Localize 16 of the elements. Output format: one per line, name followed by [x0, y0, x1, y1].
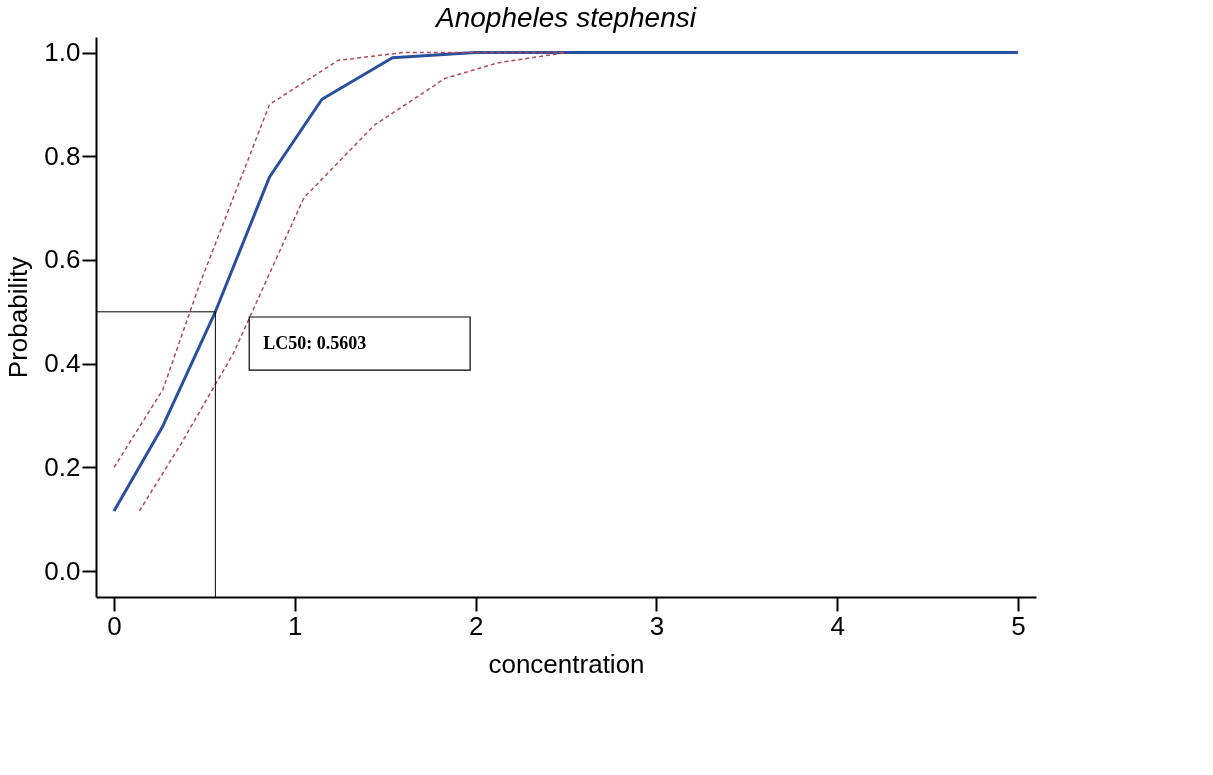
chart-title: Anopheles stephensi [434, 2, 697, 33]
y-tick-label: 1.0 [44, 37, 81, 68]
y-axis-title: Probability [3, 256, 34, 379]
x-tick-label: 0 [107, 610, 122, 641]
y-tick-label: 0.4 [44, 348, 81, 379]
annotation: LC50: 0.5603 [263, 332, 367, 353]
x-tick-label: 4 [830, 610, 845, 641]
y-tick-label: 0.6 [44, 244, 81, 275]
y-tick-label: 0.0 [44, 555, 81, 586]
x-axis-title: concentration [488, 648, 645, 679]
x-tick-label: 2 [468, 610, 484, 641]
y-tick-label: 0.8 [44, 140, 81, 171]
x-tick-label: 1 [288, 610, 303, 641]
x-tick-label: 5 [1011, 610, 1026, 641]
y-tick-label: 0.2 [44, 451, 81, 482]
x-tick-label: 3 [649, 610, 665, 641]
